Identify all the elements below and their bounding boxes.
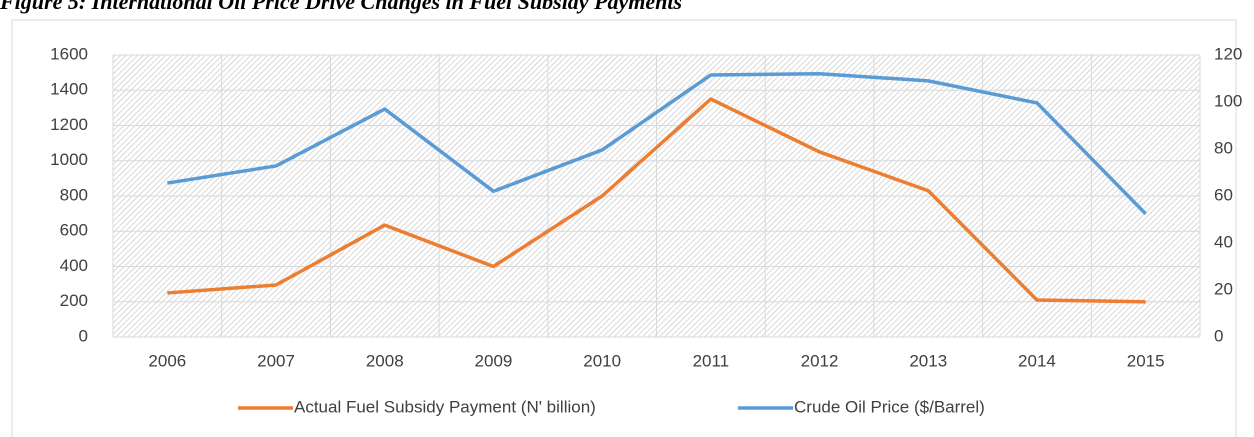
- y2-tick-label: 100: [1214, 91, 1242, 110]
- y-tick-label: 0: [79, 326, 88, 345]
- legend-label: Crude Oil Price ($/Barrel): [794, 397, 985, 416]
- y-tick-label: 1400: [50, 80, 88, 99]
- series-line: [167, 72, 1147, 216]
- y-tick-label: 800: [60, 185, 88, 204]
- y-tick-label: 600: [60, 221, 88, 240]
- x-tick-label: 2013: [909, 351, 947, 370]
- x-tick-label: 2012: [801, 351, 839, 370]
- y-tick-label: 1000: [50, 150, 88, 169]
- x-tick-label: 2007: [257, 351, 295, 370]
- y2-tick-label: 40: [1214, 232, 1233, 251]
- legend-label: Actual Fuel Subsidy Payment (N' billion): [294, 397, 596, 416]
- x-tick-label: 2009: [475, 351, 513, 370]
- y2-tick-label: 0: [1214, 326, 1223, 345]
- x-tick-label: 2008: [366, 351, 404, 370]
- x-tick-label: 2014: [1018, 351, 1056, 370]
- y2-tick-label: 60: [1214, 185, 1233, 204]
- x-tick-label: 2006: [148, 351, 186, 370]
- y-tick-label: 400: [60, 256, 88, 275]
- series-line: [167, 97, 1146, 304]
- y2-tick-label: 120: [1214, 44, 1242, 63]
- x-tick-label: 2015: [1127, 351, 1165, 370]
- y2-tick-label: 20: [1214, 279, 1233, 298]
- chart-title: Figure 5: International Oil Price Drive …: [0, 0, 682, 14]
- y-tick-label: 1200: [50, 115, 88, 134]
- y-tick-label: 1600: [50, 44, 88, 63]
- y2-tick-label: 80: [1214, 138, 1233, 157]
- x-tick-label: 2011: [693, 351, 730, 370]
- x-tick-label: 2010: [583, 351, 621, 370]
- y-tick-label: 200: [60, 291, 88, 310]
